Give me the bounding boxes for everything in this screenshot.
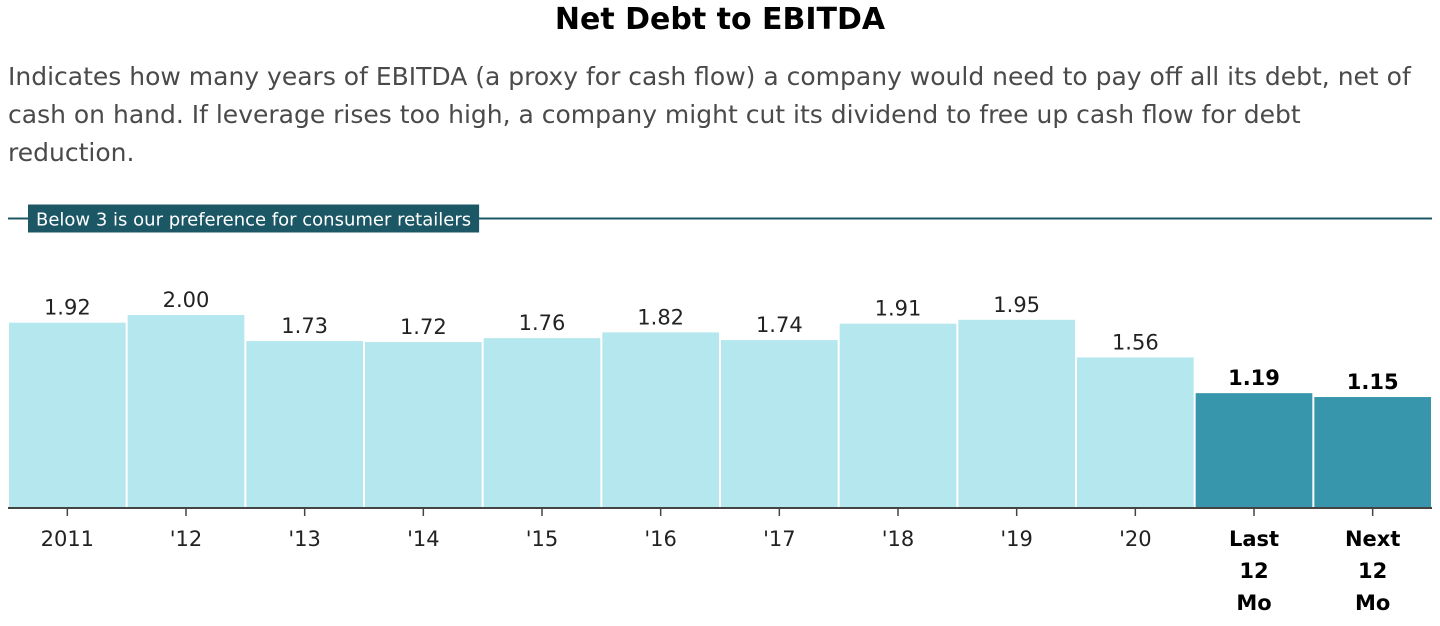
reference-label-box (28, 204, 480, 233)
category-label-line: '18 (882, 527, 915, 551)
value-label: 1.73 (281, 314, 328, 338)
value-label: 1.92 (44, 296, 91, 320)
bar (721, 340, 838, 508)
value-label: 1.82 (637, 305, 684, 329)
category-label: 2011 (41, 527, 94, 551)
category-label: '12 (170, 527, 203, 551)
category-label-line: '19 (1000, 527, 1033, 551)
category-label-line: 12 (1239, 559, 1268, 583)
bar (1195, 393, 1313, 508)
bar (246, 341, 363, 508)
category-label-line: Last (1229, 527, 1279, 551)
value-label: 1.19 (1228, 366, 1280, 390)
chart-title: Net Debt to EBITDA (554, 2, 886, 37)
bar (958, 319, 1075, 508)
bar (839, 323, 957, 508)
category-label: '13 (288, 527, 321, 551)
category-label-line: '12 (170, 527, 203, 551)
bar (602, 332, 719, 508)
category-label: '20 (1119, 527, 1152, 551)
category-label: '15 (526, 527, 559, 551)
reference-label: Below 3 is our preference for consumer r… (36, 210, 471, 231)
category-label: '17 (763, 527, 796, 551)
category-label-line: '16 (644, 527, 677, 551)
value-label: 1.72 (400, 315, 447, 339)
category-label-line: Next (1345, 527, 1400, 551)
bar (483, 338, 601, 508)
category-label: '14 (407, 527, 440, 551)
value-label: 1.95 (993, 293, 1040, 317)
category-label-line: '15 (526, 527, 559, 551)
bar-chart: Below 3 is our preference for consumer r… (8, 204, 1432, 615)
value-label: 2.00 (163, 288, 210, 312)
category-label-line: 12 (1358, 559, 1387, 583)
category-label-line: '14 (407, 527, 440, 551)
category-label: Last 12 Mo (1229, 527, 1279, 615)
value-label: 1.56 (1112, 330, 1159, 354)
category-label: Next 12 Mo (1345, 527, 1400, 615)
category-label-line: Mo (1355, 591, 1390, 615)
bar (1314, 397, 1431, 508)
category-label-line: '13 (288, 527, 321, 551)
category-label-line: '20 (1119, 527, 1152, 551)
bar (9, 322, 126, 508)
category-label: '18 (882, 527, 915, 551)
bar (365, 342, 482, 508)
chart-description: Indicates how many years of EBITDA (a pr… (8, 62, 1411, 167)
category-label-line: '17 (763, 527, 796, 551)
value-label: 1.15 (1347, 370, 1399, 394)
value-label: 1.91 (875, 297, 922, 321)
bar (127, 315, 245, 508)
bar (1077, 357, 1194, 508)
category-label: '16 (644, 527, 677, 551)
value-label: 1.76 (519, 311, 566, 335)
value-label: 1.74 (756, 313, 803, 337)
category-label: '19 (1000, 527, 1033, 551)
category-label-line: 2011 (41, 527, 94, 551)
category-label-line: Mo (1236, 591, 1271, 615)
